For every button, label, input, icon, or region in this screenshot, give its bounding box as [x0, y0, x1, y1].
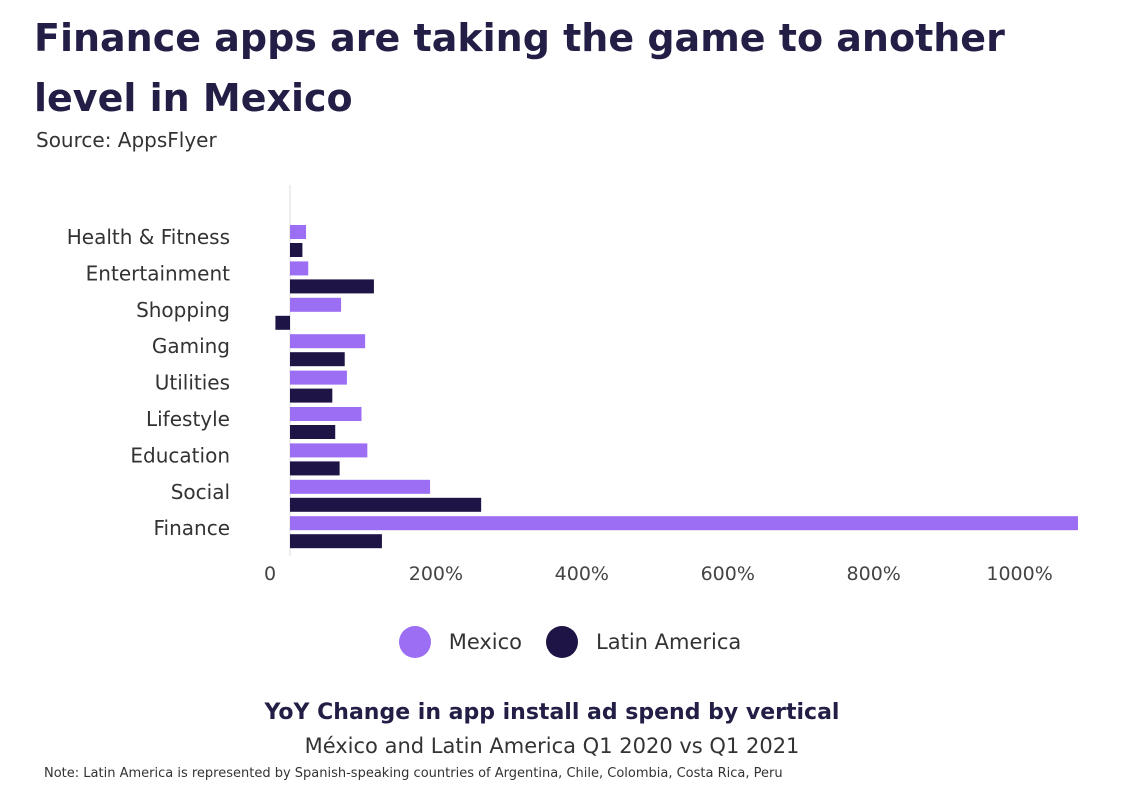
bar-latin-america [290, 279, 374, 294]
bar-latin-america [290, 243, 303, 257]
bar-chart: Health & Fitness Entertainment Shopping Gam… [67, 185, 1078, 585]
chart-title: Finance apps are taking the game to anot… [34, 16, 1005, 120]
x-tick-label: 600% [701, 563, 755, 585]
category-label: Health & Fitness [67, 225, 230, 249]
category-label: Finance [153, 516, 230, 540]
bar-latin-america [290, 425, 336, 439]
chart-note: Note: Latin America is represented by Sp… [44, 766, 783, 781]
bar-mexico [290, 370, 347, 385]
bar-mexico [290, 407, 362, 421]
x-tick-label: 400% [555, 563, 609, 585]
bar-latin-america [290, 497, 482, 512]
x-tick-label: 200% [409, 563, 463, 585]
bar-mexico [290, 225, 307, 239]
legend-item-mexico: Mexico [398, 626, 523, 658]
bar-mexico [290, 334, 366, 349]
chart-source: Source: AppsFlyer [36, 128, 217, 152]
legend: Mexico Latin America [0, 626, 1140, 658]
category-label: Entertainment [86, 261, 230, 285]
legend-swatch-latin-america [546, 626, 579, 658]
legend-label-latin-america: Latin America [596, 630, 742, 654]
category-label: Education [130, 443, 230, 467]
legend-swatch-mexico [398, 626, 431, 658]
bar-latin-america [290, 461, 340, 476]
bar-latin-america [290, 534, 382, 549]
legend-item-latin-america: Latin America [546, 626, 741, 658]
category-label: Gaming [152, 334, 230, 358]
x-tick-label: 800% [847, 563, 901, 585]
bar-latin-america [275, 315, 290, 330]
x-tick-label: 1000% [986, 563, 1052, 585]
caption-title: YoY Change in app install ad spend by ve… [264, 700, 840, 725]
category-label: Lifestyle [146, 407, 230, 431]
bar-latin-america [290, 352, 345, 367]
category-label: Utilities [155, 371, 230, 395]
bar-mexico [290, 516, 1078, 531]
bar-mexico [290, 443, 368, 458]
category-label: Social [171, 480, 230, 504]
bar-latin-america [290, 388, 333, 403]
legend-label-mexico: Mexico [448, 630, 523, 654]
x-tick-label: 0 [264, 563, 276, 585]
bar-mexico [290, 297, 342, 312]
category-label: Shopping [136, 298, 230, 322]
caption-subtitle: México and Latin America Q1 2020 vs Q1 2… [304, 734, 800, 758]
bar-mexico [290, 479, 431, 494]
bar-mexico [290, 261, 309, 276]
